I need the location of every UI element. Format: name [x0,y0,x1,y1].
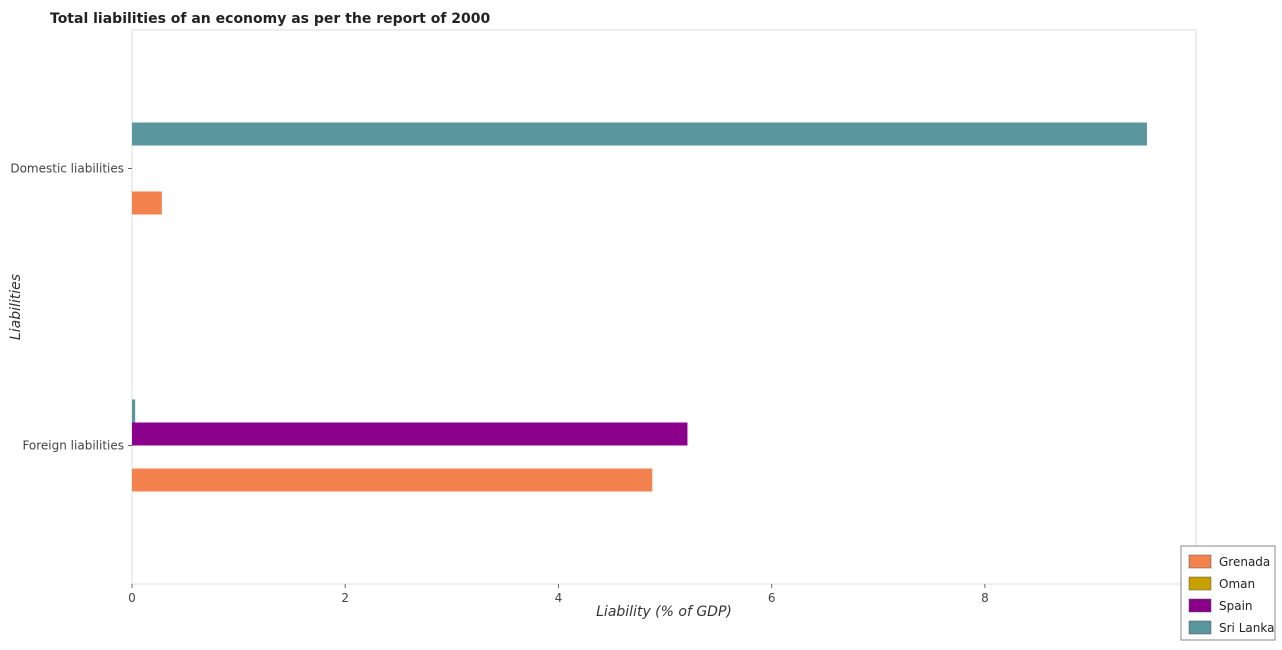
x-tick-label: 4 [555,591,563,605]
legend: Grenada Oman Spain Sri Lanka [1180,545,1276,641]
bars [132,122,1147,492]
bar-grenada-foreign-liabilities [132,468,653,492]
x-tick-label: 6 [768,591,776,605]
bar-spain-foreign-liabilities [132,422,688,446]
y-tick-label: Foreign liabilities [22,439,124,453]
x-tick-label: 0 [128,591,136,605]
legend-label-oman: Oman [1219,577,1255,591]
x-tick-label: 2 [341,591,349,605]
legend-swatch-oman [1188,576,1212,591]
legend-label-spain: Spain [1219,599,1253,613]
legend-swatch-grenada [1188,554,1212,569]
plot-area [131,29,1197,585]
legend-swatch-sri-lanka [1188,620,1212,635]
y-tick-label: Domestic liabilities [10,162,124,176]
legend-label-sri-lanka: Sri Lanka [1219,621,1274,635]
chart-title: Total liabilities of an economy as per t… [50,11,491,27]
x-ticks: 0 2 4 6 8 [128,584,989,605]
legend-swatch-spain [1188,598,1212,613]
bar-sri-lanka-foreign-liabilities [132,399,136,423]
bar-sri-lanka-domestic-liabilities [132,122,1147,146]
bar-grenada-domestic-liabilities [132,191,162,215]
y-axis-label: Liabilities [8,274,24,340]
x-tick-label: 8 [981,591,989,605]
x-axis-label: Liability (% of GDP) [596,604,732,620]
legend-label-grenada: Grenada [1219,555,1270,569]
y-ticks: Domestic liabilities Foreign liabilities [10,162,132,453]
